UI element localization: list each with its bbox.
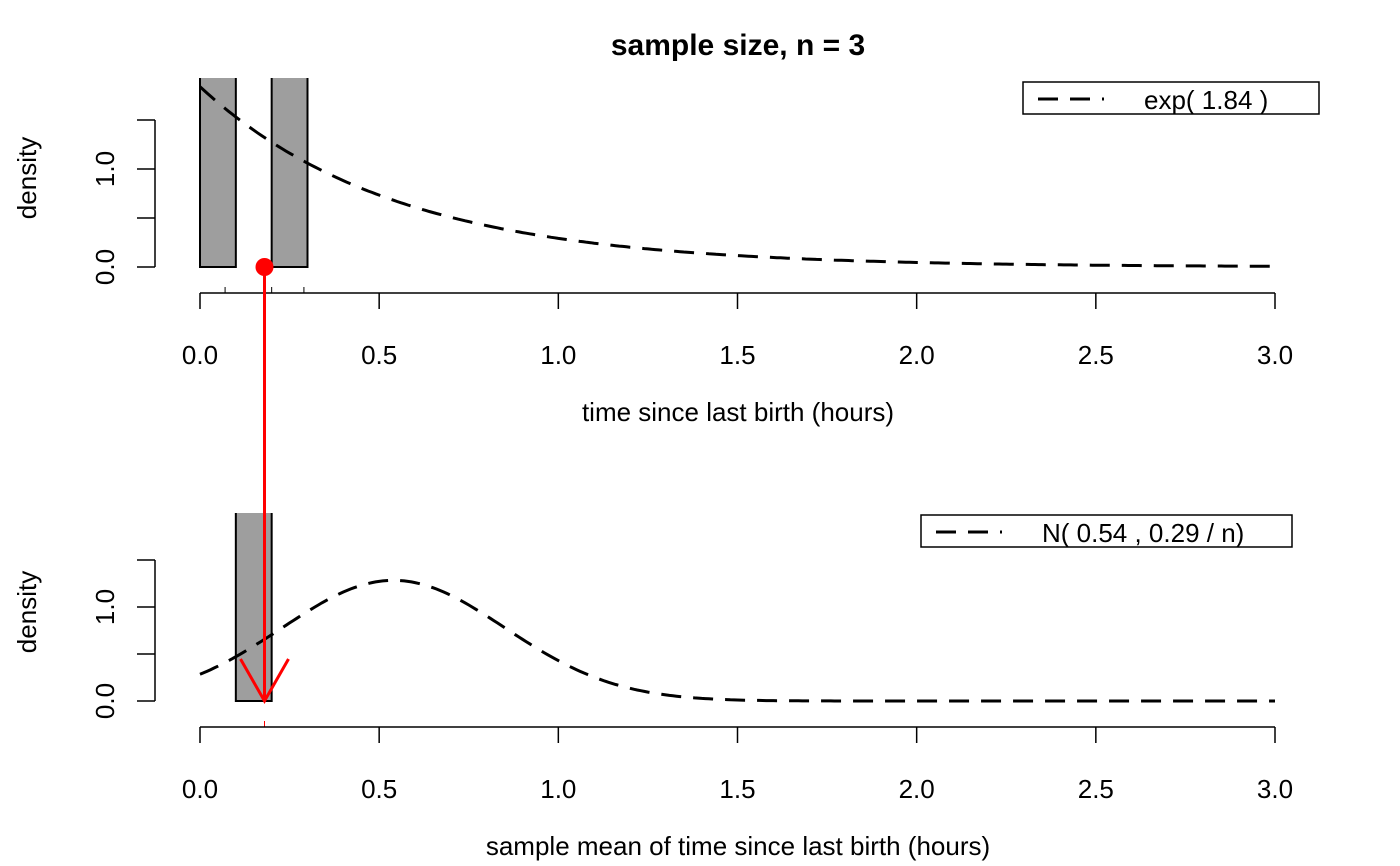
x-tick-label: 2.5 xyxy=(1078,774,1114,804)
bottom-legend-label: N( 0.54 , 0.29 / n) xyxy=(1042,518,1244,548)
top-legend-box xyxy=(1022,81,1320,115)
x-tick-label: 2.0 xyxy=(899,340,935,370)
top-x-axis-label: time since last birth (hours) xyxy=(582,397,894,427)
y-tick-label: 0.0 xyxy=(90,249,120,285)
chart-title: sample size, n = 3 xyxy=(611,29,865,62)
bottom-histogram-bars xyxy=(234,513,273,702)
x-tick-label: 1.0 xyxy=(540,774,576,804)
bottom-y-axis-label: density xyxy=(12,571,42,653)
histogram-bar xyxy=(199,78,237,268)
x-tick-label: 1.5 xyxy=(719,340,755,370)
bottom-x-axis-label: sample mean of time since last birth (ho… xyxy=(486,831,990,861)
x-tick-label: 3.0 xyxy=(1257,774,1293,804)
top-exponential-curve xyxy=(198,85,1275,268)
x-tick-label: 0.0 xyxy=(182,774,218,804)
x-tick-label: 3.0 xyxy=(1257,340,1293,370)
y-tick-label: 1.0 xyxy=(90,589,120,625)
bottom-x-axis: 0.0 0.5 1.0 1.5 2.0 2.5 3.0 xyxy=(182,726,1293,804)
x-tick-label: 0.5 xyxy=(361,340,397,370)
y-tick-label: 1.0 xyxy=(90,151,120,187)
x-tick-label: 2.5 xyxy=(1078,340,1114,370)
sample-mean-arrow xyxy=(239,258,290,705)
histogram-bar xyxy=(234,513,273,702)
bottom-legend: N( 0.54 , 0.29 / n) xyxy=(920,514,1293,548)
x-tick-label: 2.0 xyxy=(899,774,935,804)
x-tick-label: 1.0 xyxy=(540,340,576,370)
x-tick-label: 0.5 xyxy=(361,774,397,804)
top-y-axis-label: density xyxy=(12,137,42,219)
bottom-y-axis: 0.0 1.0 xyxy=(90,559,156,719)
top-panel: 0.0 1.0 0.0 0.5 1.0 1.5 2.0 2.5 3.0 density tim… xyxy=(12,78,1320,427)
arrow-head xyxy=(239,658,290,705)
top-histogram-bars xyxy=(199,78,309,268)
top-rug xyxy=(224,287,305,293)
x-tick-label: 0.0 xyxy=(182,340,218,370)
top-legend-label: exp( 1.84 ) xyxy=(1144,85,1268,115)
x-tick-label: 1.5 xyxy=(719,774,755,804)
top-legend: exp( 1.84 ) xyxy=(1022,81,1320,115)
bottom-normal-curve xyxy=(199,578,1275,703)
sample-mean-point xyxy=(255,258,274,276)
y-tick-label: 0.0 xyxy=(90,683,120,719)
histogram-bar xyxy=(270,78,309,268)
top-x-axis: 0.0 0.5 1.0 1.5 2.0 2.5 3.0 xyxy=(182,292,1293,370)
top-y-axis: 0.0 1.0 xyxy=(90,119,156,285)
